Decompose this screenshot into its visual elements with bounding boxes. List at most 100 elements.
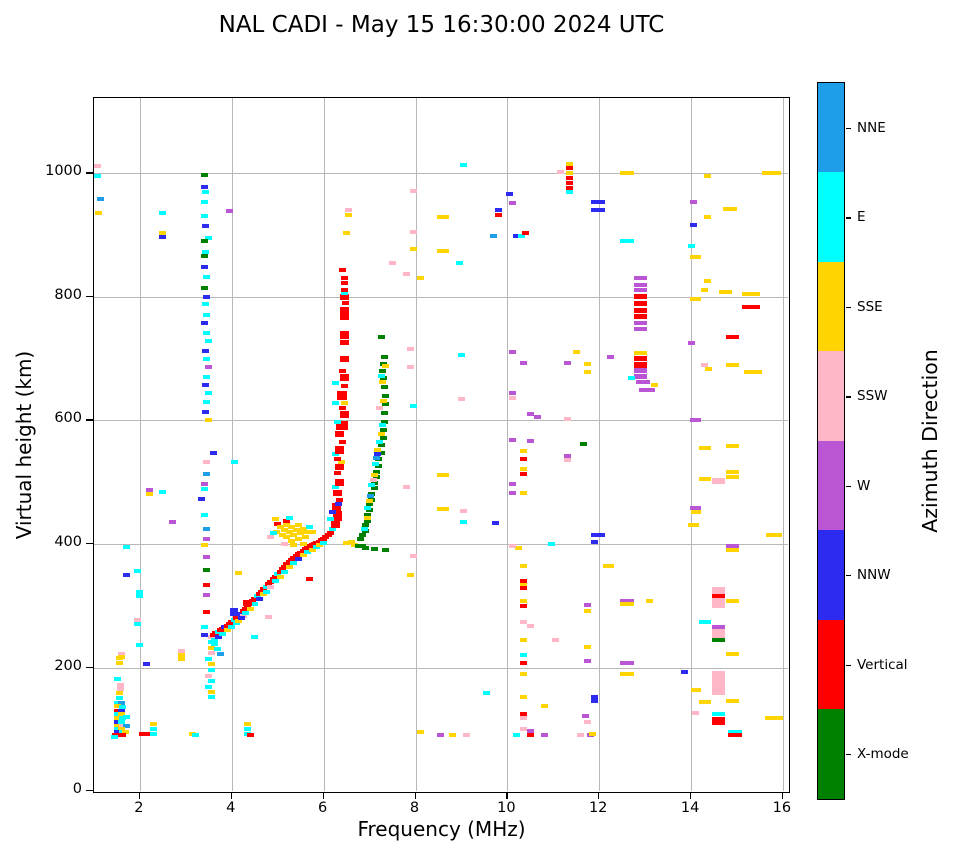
data-point <box>519 671 527 676</box>
data-point <box>633 308 648 313</box>
data-point <box>299 553 307 558</box>
data-point <box>591 207 599 212</box>
data-point <box>436 249 450 254</box>
data-point <box>369 478 377 483</box>
data-point <box>460 520 468 525</box>
data-point <box>354 544 362 549</box>
gridline-x-16 <box>782 98 784 791</box>
data-point <box>699 619 711 624</box>
data-point <box>345 208 353 213</box>
data-point <box>205 684 213 689</box>
colorbar-segment-v <box>818 619 844 710</box>
data-point <box>407 572 415 577</box>
data-point <box>712 626 726 640</box>
data-point <box>290 543 298 548</box>
data-point <box>378 423 386 428</box>
data-point <box>584 645 592 650</box>
colorbar-label-v: Vertical <box>857 656 908 673</box>
data-point <box>764 716 783 721</box>
data-point <box>526 439 534 444</box>
data-point <box>533 414 541 419</box>
data-point <box>329 526 337 531</box>
data-point <box>230 608 239 616</box>
data-point <box>565 189 573 194</box>
data-point <box>334 501 342 506</box>
data-point <box>460 509 468 514</box>
data-point <box>201 409 209 414</box>
data-point <box>281 528 289 533</box>
data-point <box>382 548 390 553</box>
data-point <box>122 545 130 549</box>
data-point <box>633 287 648 292</box>
data-point <box>701 288 709 293</box>
data-point <box>207 645 215 650</box>
data-point <box>159 210 167 215</box>
colorbar-title: Azimuth Direction <box>918 349 942 533</box>
data-point <box>255 592 263 596</box>
y-tick-1000 <box>86 172 93 174</box>
data-point <box>340 401 348 406</box>
data-point <box>119 705 126 709</box>
data-point <box>680 669 688 674</box>
data-point <box>203 567 210 572</box>
data-point <box>226 209 233 213</box>
data-point <box>134 617 142 622</box>
data-point <box>338 406 346 411</box>
data-point <box>723 206 737 211</box>
data-point <box>94 163 102 168</box>
data-point <box>200 487 208 491</box>
data-point <box>205 236 213 241</box>
data-point <box>114 716 122 721</box>
data-point <box>276 574 284 579</box>
data-point <box>508 544 516 549</box>
data-point <box>519 694 527 699</box>
data-point <box>246 733 254 738</box>
data-point <box>703 278 711 283</box>
data-point <box>207 651 215 656</box>
data-point <box>288 538 295 543</box>
data-point <box>519 586 527 591</box>
data-point <box>203 331 210 336</box>
data-point <box>591 200 599 205</box>
data-point <box>455 260 463 265</box>
data-point <box>339 340 349 345</box>
data-point <box>460 163 468 168</box>
data-point <box>200 632 208 637</box>
data-point <box>200 254 208 259</box>
data-point <box>762 171 781 176</box>
colorbar-tick-sse <box>846 306 851 309</box>
data-point <box>689 506 702 511</box>
data-point <box>373 475 380 480</box>
data-point <box>370 480 378 485</box>
data-point <box>519 466 527 471</box>
data-point <box>200 172 208 177</box>
data-point <box>347 540 355 545</box>
data-point <box>483 691 491 696</box>
data-point <box>689 296 702 301</box>
data-point <box>563 453 571 458</box>
y-tick-200 <box>86 666 93 668</box>
data-point <box>598 532 605 537</box>
data-point <box>138 732 151 737</box>
data-point <box>267 534 275 539</box>
data-point <box>145 491 153 496</box>
data-point <box>633 327 648 331</box>
data-point <box>581 713 589 718</box>
data-point <box>360 526 368 531</box>
data-point <box>294 523 302 528</box>
data-point <box>205 339 213 344</box>
data-point <box>94 173 102 178</box>
data-point <box>159 231 167 236</box>
data-point <box>213 646 221 651</box>
colorbar-label-w: W <box>857 477 871 494</box>
data-point <box>584 658 592 663</box>
data-point <box>565 185 573 190</box>
data-point <box>368 483 376 488</box>
data-point <box>619 598 634 603</box>
data-point <box>343 231 351 236</box>
data-point <box>540 704 548 709</box>
data-point <box>308 529 316 534</box>
data-point <box>579 441 587 446</box>
data-point <box>519 491 527 496</box>
gridline-x-12 <box>599 98 601 791</box>
